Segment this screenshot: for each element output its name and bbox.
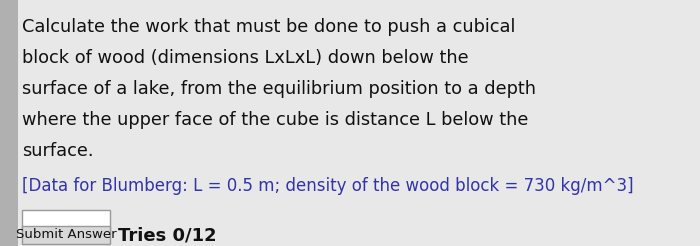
Text: surface.: surface.: [22, 142, 94, 160]
Text: [Data for Blumberg: L = 0.5 m; density of the wood block = 730 kg/m^3]: [Data for Blumberg: L = 0.5 m; density o…: [22, 177, 634, 195]
Text: Calculate the work that must be done to push a cubical: Calculate the work that must be done to …: [22, 18, 515, 36]
Text: surface of a lake, from the equilibrium position to a depth: surface of a lake, from the equilibrium …: [22, 80, 536, 98]
FancyBboxPatch shape: [22, 210, 110, 232]
Text: Submit Answer: Submit Answer: [15, 229, 116, 242]
Bar: [0, 0, 18, 246]
Text: Tries 0/12: Tries 0/12: [118, 226, 216, 244]
FancyBboxPatch shape: [22, 226, 110, 244]
Text: where the upper face of the cube is distance L below the: where the upper face of the cube is dist…: [22, 111, 528, 129]
Text: block of wood (dimensions LxLxL) down below the: block of wood (dimensions LxLxL) down be…: [22, 49, 468, 67]
